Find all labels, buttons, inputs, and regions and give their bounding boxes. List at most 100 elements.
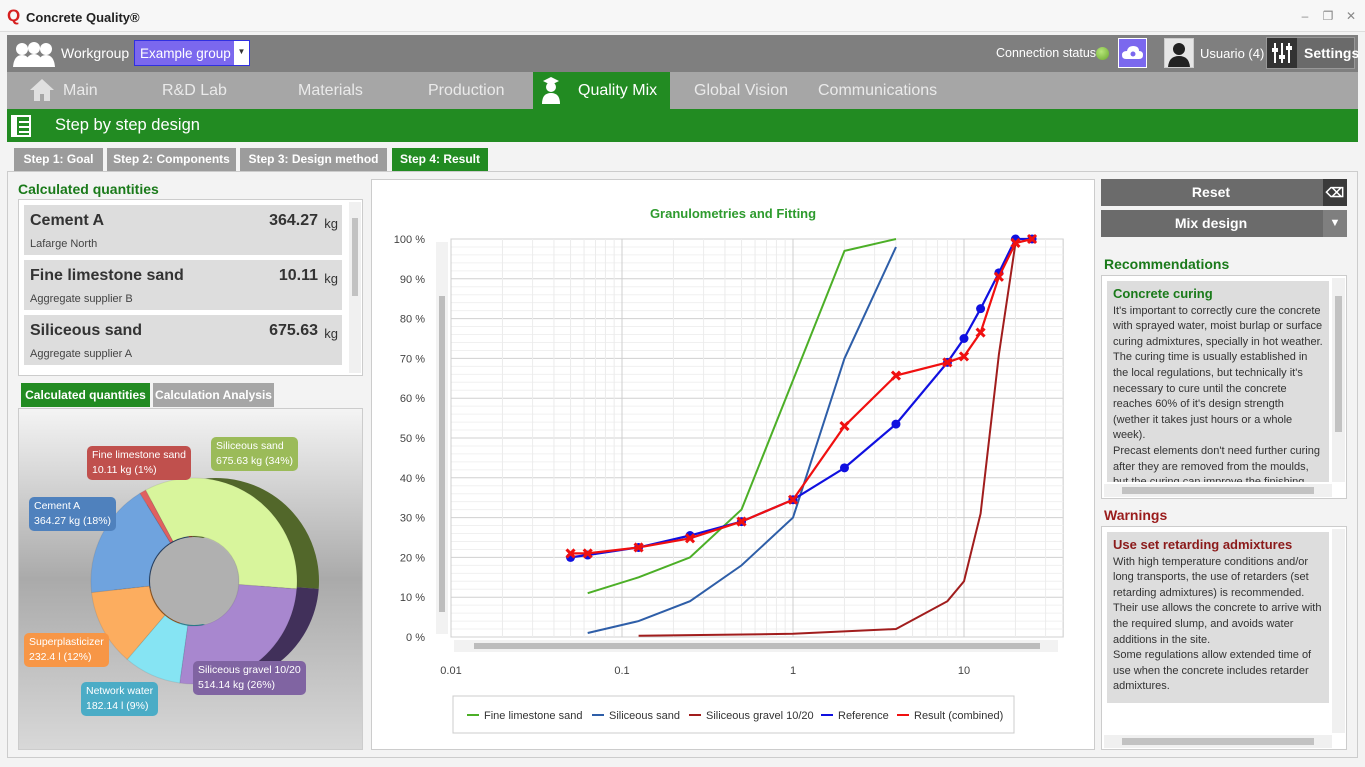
close-icon[interactable]: ✕ [1345,9,1357,23]
recommendations-list: Concrete curing It's important to correc… [1101,275,1347,499]
nav-rd-lab[interactable]: R&D Lab [162,82,227,99]
chart-title: Granulometries and Fitting [650,206,816,221]
y-tick-label: 90 % [400,274,425,286]
chevron-down-icon[interactable]: ▼ [1323,210,1347,237]
chevron-down-icon[interactable]: ▼ [234,41,249,65]
mix-design-label: Mix design [1174,215,1248,231]
warnings-hscroll[interactable] [1104,735,1332,748]
user-name: Usuario (4) [1200,46,1265,61]
warning-body: With high temperature conditions and/or … [1113,555,1322,693]
data-point [890,370,902,381]
mix-design-dropdown[interactable]: Mix design ▼ [1101,210,1347,237]
workgroup-label: Workgroup [61,45,130,61]
tab-calculation-analysis[interactable]: Calculation Analysis [153,383,274,407]
item-unit: kg [324,271,338,286]
donut-label-siliceous-gravel: Siliceous gravel 10/20 514.14 kg (26%) [193,661,306,695]
donut-hole [150,537,238,625]
nav-global-vision[interactable]: Global Vision [694,82,788,99]
series-line-siliceous-gravel-10-20 [638,238,1033,637]
donut-label-network-water: Network water 182.14 l (9%) [81,682,159,716]
recommendations-vscroll[interactable] [1332,278,1345,482]
warnings-vscroll[interactable] [1332,529,1345,733]
donut-slice [139,489,174,544]
scroll-thumb[interactable] [352,218,358,296]
nav-materials[interactable]: Materials [298,82,363,99]
granulometry-chart: Granulometries and Fitting 0 % 10 % 20 % 30 … [394,206,1064,734]
nav-communications[interactable]: Communications [818,82,938,99]
y-tick-label: 80 % [400,314,425,326]
cloud-sync-button[interactable] [1118,38,1147,68]
item-name: Fine limestone sand [30,267,184,284]
list-item[interactable]: Fine limestone sand Aggregate supplier B… [24,260,342,310]
x-tick-label: 10 [958,665,970,677]
tab-step-3-design-method[interactable]: Step 3: Design method [240,148,387,171]
tab-step-1-goal[interactable]: Step 1: Goal [14,148,103,171]
minimize-icon[interactable]: – [1301,9,1309,23]
workgroup-select[interactable]: Example group ▼ [134,40,250,66]
sliders-icon [1267,38,1297,68]
y-tick-label: 0 % [406,632,425,644]
title-bar: Q Concrete Quality® – ❐ ✕ [0,0,1365,32]
warnings-list: Use set retarding admixtures With high t… [1101,526,1347,750]
donut-label-siliceous-sand: Siliceous sand 675.63 kg (34%) [211,437,299,471]
data-point [993,271,1004,282]
donut-slice [144,477,298,590]
data-point [633,542,644,553]
tab-calculated-quantities[interactable]: Calculated quantities [21,383,150,407]
nav-production[interactable]: Production [428,82,505,99]
donut-label-superplasticizer: Superplasticizer 232.4 l (12%) [24,633,109,667]
reset-label: Reset [1191,184,1231,200]
donut-label-cement-a: Cement A 364.27 kg (18%) [29,497,117,531]
y-tick-label: 70 % [400,353,425,365]
item-unit: kg [324,216,338,231]
item-name: Cement A [30,212,105,229]
connection-status-label: Connection status [996,46,1097,60]
x-tick-label: 0.1 [614,665,629,677]
quantities-list: Cement A Lafarge North 364.27 kg Fine li… [18,199,363,376]
tab-step-4-result[interactable]: Step 4: Result [392,148,488,171]
nav-quality-mix[interactable]: Quality Mix [533,72,670,109]
app-title: Concrete Quality® [26,10,140,25]
data-point [582,548,593,559]
list-item[interactable]: Cement A Lafarge North 364.27 kg [24,205,342,255]
cloud-icon [1122,46,1143,59]
nav-main[interactable]: Main [63,82,98,99]
y-tick-label: 30 % [400,513,425,525]
data-point [1026,233,1038,245]
avatar[interactable] [1164,38,1194,68]
series-line-fine-limestone-sand [587,238,897,595]
scroll-thumb[interactable] [1335,296,1342,432]
y-tick-label: 40 % [400,473,425,485]
donut-slice [91,585,166,661]
chart-vscroll-thumb[interactable] [439,296,445,612]
reset-button[interactable]: Reset ⌫ [1101,179,1347,206]
tab-step-2-components[interactable]: Step 2: Components [107,148,236,171]
donut-slice [179,583,298,685]
workgroup-value: Example group [140,46,231,61]
restore-icon[interactable]: ❐ [1322,9,1334,23]
y-tick-label: 100 % [394,234,425,246]
user-icon [1168,43,1190,67]
scroll-thumb[interactable] [1122,487,1314,494]
recommendations-hscroll[interactable] [1104,484,1332,497]
top-bar: Workgroup Example group ▼ Connection sta… [7,35,1359,72]
main-nav: Main R&D Lab Materials Production Qualit… [7,72,1358,109]
settings-button[interactable]: Settings [1266,37,1359,69]
app-logo-icon: Q [7,6,21,25]
legend-entry: Siliceous sand [609,710,680,722]
data-point [1010,237,1021,249]
scroll-thumb[interactable] [1122,738,1314,745]
data-point [839,463,849,473]
home-icon [29,78,55,107]
y-tick-label: 60 % [400,393,425,405]
recommendations-title: Recommendations [1104,256,1230,272]
chart-hscroll-thumb[interactable] [474,643,1040,649]
warning-title: Use set retarding admixtures [1113,537,1293,552]
recommendation-title: Concrete curing [1113,286,1213,301]
list-item[interactable]: Siliceous sand Aggregate supplier A 675.… [24,315,342,365]
granulometry-chart-panel: Granulometries and Fitting 0 % 10 % 20 % 30 … [371,179,1095,750]
item-supplier: Lafarge North [30,238,98,250]
quantities-scrollbar[interactable] [349,202,361,373]
recommendation-card: Concrete curing It's important to correc… [1107,281,1329,482]
data-point [787,494,799,505]
